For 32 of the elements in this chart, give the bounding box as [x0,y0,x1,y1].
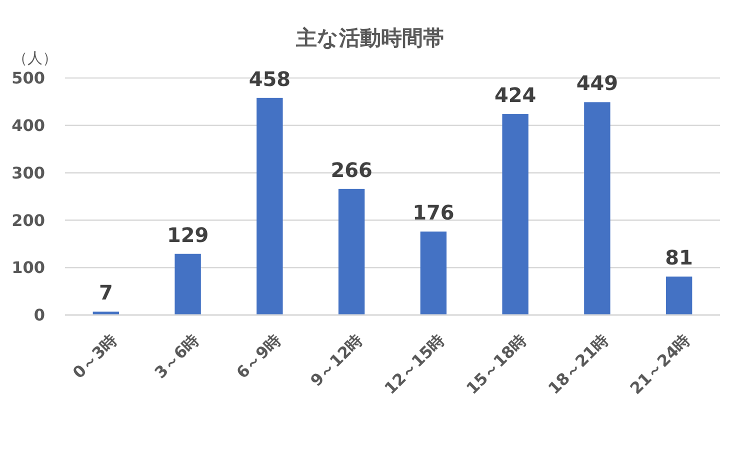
bar [666,276,692,315]
y-tick-label: 500 [12,68,45,88]
bar [256,98,283,315]
x-tick-label: 9～12時 [306,330,366,390]
bar [174,254,201,315]
data-label: 266 [330,158,372,182]
data-label: 449 [576,71,618,96]
data-label: 458 [248,66,291,91]
x-tick-label: 12～15時 [380,330,448,398]
x-tick-label: 18～21時 [544,330,612,398]
bar [502,114,528,315]
data-label: 176 [412,200,454,225]
data-label: 81 [665,246,693,270]
x-tick-label: 0～3時 [68,330,121,382]
chart-title: 主な活動時間帯 [295,26,444,50]
x-tick-label: 21～24時 [626,330,694,398]
x-tick-label: 15～18時 [462,330,530,398]
y-tick-label: 400 [12,116,45,135]
bar [338,188,365,315]
data-label: 424 [494,83,536,108]
bar [420,232,447,315]
y-tick-label: 100 [12,258,45,278]
bar [584,102,610,315]
x-tick-label: 6～9時 [232,330,284,382]
bar [92,312,120,315]
data-label: 129 [166,222,209,247]
y-tick-label: 200 [12,210,45,230]
x-tick-label: 3～6時 [150,330,203,382]
y-tick-label: 0 [34,306,45,325]
data-label: 7 [98,280,113,305]
y-axis-title: （人） [12,49,58,67]
y-tick-label: 300 [12,163,45,182]
